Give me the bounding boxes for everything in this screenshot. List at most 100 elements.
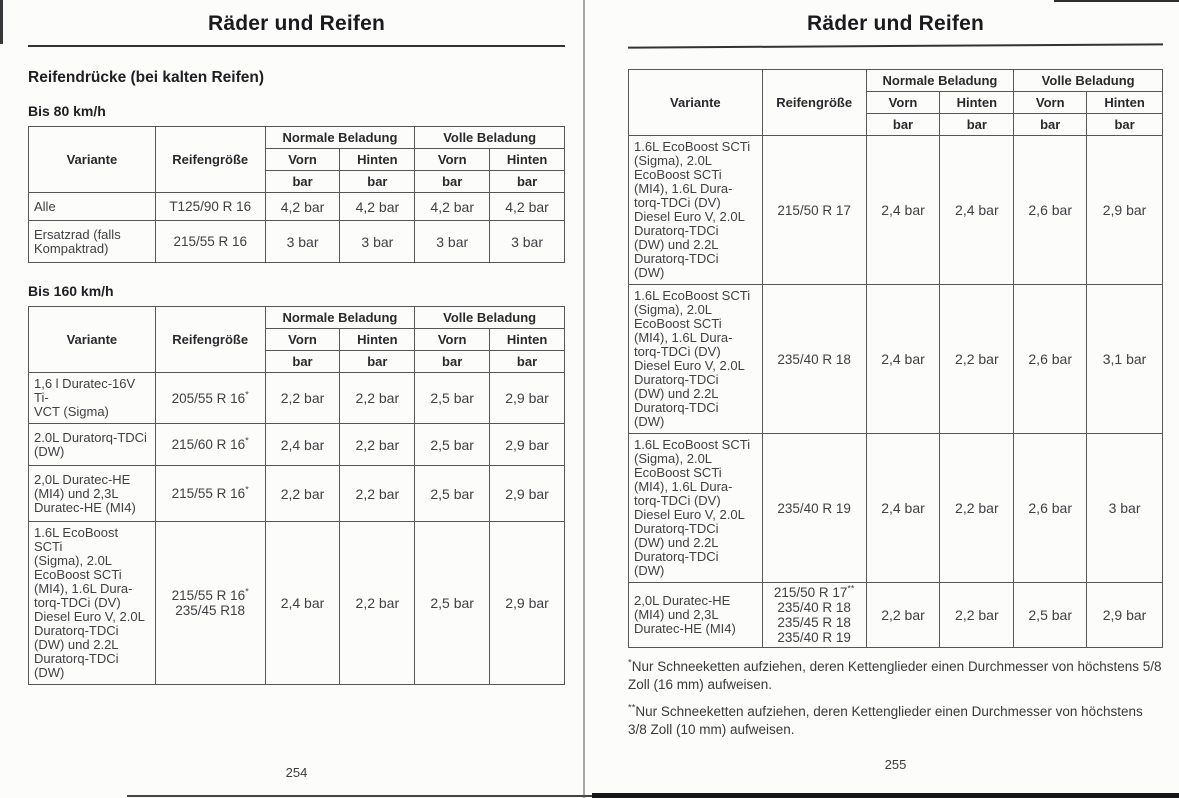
pressure-cell: 3 bar [264, 220, 341, 263]
tire-size: 215/50 R 17** [773, 583, 855, 600]
pressure-cell: 2,5 bar [414, 465, 491, 522]
col-header-bar: bar [414, 170, 491, 193]
tire-size: 215/55 R 16* [171, 586, 249, 603]
col-header-bar: bar [264, 170, 341, 193]
pressure-cell: 2,2 bar [865, 582, 941, 648]
page-number: 255 [884, 757, 907, 772]
tire-size: T125/90 R 16 [169, 199, 252, 214]
col-header-hinten: Hinten [339, 148, 416, 171]
tire-size: 215/60 R 16* [171, 435, 249, 452]
table-row: 2,0L Duratec-HE (MI4) und 2,3L Duratec-H… [628, 582, 1163, 648]
tire-size: 215/55 R 16 [173, 234, 247, 249]
pressure-cell: 2,4 bar [865, 284, 941, 434]
col-header-reifengroesse: Reifengröße [154, 306, 266, 373]
pressure-cell: 3 bar [1086, 433, 1163, 583]
col-header-bar: bar [489, 350, 565, 373]
col-header-bar: bar [264, 350, 341, 373]
pressure-cell: 2,9 bar [489, 423, 565, 466]
pressure-cell: 4,2 bar [339, 192, 416, 221]
footnote-marker: ** [628, 702, 636, 714]
pressure-cell: 2,6 bar [1013, 284, 1088, 434]
scan-artifact-line [1054, 0, 1179, 2]
pressure-cell: 3,1 bar [1086, 284, 1163, 434]
page-title: Räder und Reifen [207, 12, 386, 35]
speed-heading-160: Bis 160 km/h [28, 283, 114, 299]
col-header-bar: bar [1013, 113, 1088, 136]
pressure-table-80: Variante Reifengröße Normale Beladung Vo… [28, 126, 565, 263]
scan-artifact-line [592, 793, 1179, 798]
col-header-variante: Variante [628, 69, 763, 136]
col-header-vorn: Vorn [264, 148, 341, 171]
pressure-cell: 3 bar [489, 220, 565, 263]
col-header-reifengroesse: Reifengröße [761, 69, 867, 136]
col-header-normale-beladung: Normale Beladung [264, 126, 416, 149]
tire-size: 235/40 R 19 [777, 500, 851, 516]
tire-size: 215/50 R 17 [777, 202, 851, 218]
pressure-cell: 2,4 bar [264, 521, 341, 685]
speed-heading-80: Bis 80 km/h [28, 103, 106, 119]
tire-size-cell: 205/55 R 16* [154, 372, 266, 424]
pressure-cell: 2,6 bar [1013, 433, 1088, 583]
header-rule [627, 43, 1164, 49]
tire-size-cell: T125/90 R 16 [154, 192, 266, 221]
tire-size-cell: 215/60 R 16* [154, 423, 266, 466]
pressure-cell: 2,4 bar [865, 135, 941, 285]
pressure-cell: 2,2 bar [264, 465, 341, 522]
pressure-cell: 2,5 bar [414, 423, 491, 466]
col-header-vorn: Vorn [414, 328, 491, 351]
pressure-cell: 2,4 bar [939, 135, 1015, 285]
scan-artifact-line [0, 0, 3, 44]
col-header-hinten: Hinten [939, 91, 1015, 114]
pressure-table-160: Variante Reifengröße Normale Beladung Vo… [28, 306, 565, 685]
footnote-ref-icon: ** [847, 583, 855, 594]
variant-cell: Alle [28, 192, 156, 221]
col-header-hinten: Hinten [489, 328, 565, 351]
tire-size-cell: 215/55 R 16 [154, 220, 266, 263]
tire-size: 235/40 R 18 [777, 600, 851, 615]
pressure-table-high: Variante Reifengröße Normale Beladung Vo… [628, 69, 1163, 648]
pressure-cell: 3 bar [414, 220, 491, 263]
pressure-cell: 4,2 bar [264, 192, 341, 221]
pressure-cell: 2,2 bar [264, 372, 341, 424]
variant-cell: 1.6L EcoBoost SCTi (Sigma), 2.0L EcoBoos… [628, 433, 763, 583]
col-header-hinten: Hinten [489, 148, 565, 171]
pressure-cell: 4,2 bar [489, 192, 565, 221]
table-row: Ersatzrad (falls Kompaktrad) 215/55 R 16… [28, 220, 565, 263]
col-header-normale-beladung: Normale Beladung [264, 306, 416, 329]
col-header-variante: Variante [28, 126, 156, 193]
pressure-cell: 2,2 bar [339, 521, 416, 685]
pressure-cell: 2,6 bar [1013, 135, 1088, 285]
tire-size: 235/40 R 19 [777, 630, 851, 645]
page-number: 254 [285, 765, 308, 780]
pressure-cell: 2,9 bar [489, 465, 565, 522]
table-row: 1.6L EcoBoost SCTi (Sigma), 2.0L EcoBoos… [628, 433, 1163, 583]
pressure-cell: 2,2 bar [939, 284, 1015, 434]
col-header-variante: Variante [28, 306, 156, 373]
col-header-vorn: Vorn [1013, 91, 1088, 114]
pressure-cell: 2,2 bar [339, 465, 416, 522]
footnote: *Nur Schneeketten aufziehen, deren Kette… [628, 658, 1163, 693]
tire-size: 235/40 R 18 [777, 351, 851, 367]
footnote-text: Nur Schneeketten aufziehen, deren Ketten… [628, 659, 1162, 692]
pressure-cell: 2,4 bar [865, 433, 941, 583]
pressure-cell: 3 bar [339, 220, 416, 263]
col-header-bar: bar [339, 350, 416, 373]
variant-cell: 2,0L Duratec-HE (MI4) und 2,3L Duratec-H… [628, 582, 763, 648]
table-row: 1.6L EcoBoost SCTi (Sigma), 2.0L EcoBoos… [28, 521, 565, 685]
col-header-vorn: Vorn [865, 91, 941, 114]
col-header-reifengroesse: Reifengröße [154, 126, 266, 193]
table-row: 2.0L Duratorq-TDCi (DW) 215/60 R 16* 2,4… [28, 423, 565, 466]
col-header-volle-beladung: Volle Beladung [414, 126, 565, 149]
page-gutter-line [583, 0, 585, 798]
variant-cell: 1.6L EcoBoost SCTi (Sigma), 2.0L EcoBoos… [28, 521, 156, 685]
pressure-cell: 2,2 bar [939, 433, 1015, 583]
col-header-bar: bar [339, 170, 416, 193]
variant-cell: 1.6L EcoBoost SCTi (Sigma), 2.0L EcoBoos… [628, 284, 763, 434]
tire-size: 215/55 R 16* [171, 484, 249, 501]
section-heading: Reifendrücke (bei kalten Reifen) [28, 69, 265, 86]
footnote-marker: * [628, 657, 632, 669]
col-header-bar: bar [865, 113, 941, 136]
pressure-cell: 2,2 bar [339, 423, 416, 466]
col-header-bar: bar [939, 113, 1015, 136]
